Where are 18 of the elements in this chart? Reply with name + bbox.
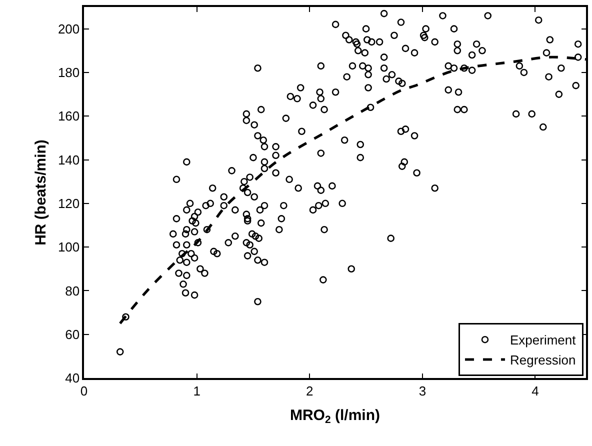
y-tick-label: 40 [65,370,80,386]
x-tick-label: 2 [306,383,314,398]
x-axis-title: MRO$_{2}$ (l/min) [290,406,380,426]
legend-label: Experiment [510,332,576,348]
y-tick-label: 180 [58,65,80,80]
x-tick-label: 4 [532,383,539,398]
legend-label: Regression [510,352,576,368]
y-tick-label: 60 [65,326,80,342]
y-tick-label: 80 [65,283,80,298]
x-tick-label: 3 [418,383,426,398]
y-tick-label: 120 [58,196,80,211]
y-tick-label: 100 [58,240,80,255]
x-tick-label: 0 [80,383,88,398]
y-tick-label: 140 [58,152,80,168]
x-tick-label: 1 [193,383,200,398]
y-tick-label: 160 [58,108,80,124]
y-axis-title: HR (beats/min) [32,140,50,246]
y-tick-label: 200 [58,21,80,36]
